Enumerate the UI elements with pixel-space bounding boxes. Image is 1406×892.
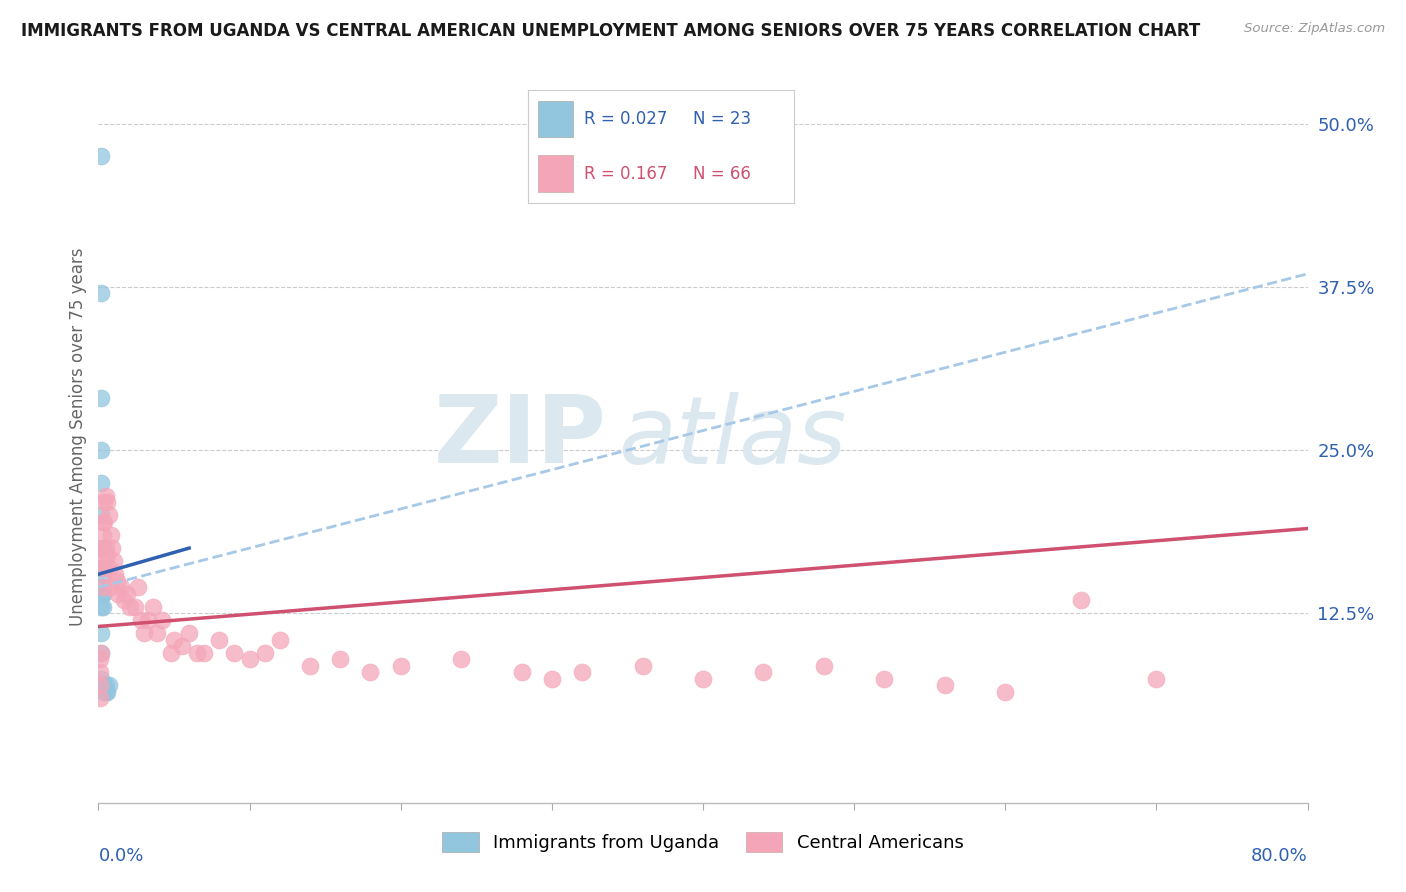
Point <box>120 599 142 614</box>
Point <box>132 626 155 640</box>
Point <box>91 678 114 692</box>
Legend: Immigrants from Uganda, Central Americans: Immigrants from Uganda, Central American… <box>436 824 970 860</box>
Point <box>103 554 125 568</box>
Point <box>91 541 114 555</box>
Point <box>170 639 193 653</box>
Point <box>934 678 956 692</box>
Point <box>91 599 114 614</box>
Point <box>98 678 121 692</box>
Point <box>129 613 152 627</box>
Point <box>90 443 112 458</box>
Point <box>93 515 115 529</box>
Point <box>269 632 291 647</box>
Point <box>89 665 111 680</box>
Point <box>90 286 112 301</box>
Y-axis label: Unemployment Among Seniors over 75 years: Unemployment Among Seniors over 75 years <box>69 248 87 626</box>
Point <box>107 587 129 601</box>
Point <box>142 599 165 614</box>
Text: ZIP: ZIP <box>433 391 606 483</box>
Point <box>115 587 138 601</box>
Point <box>90 560 112 574</box>
Point <box>631 658 654 673</box>
Point <box>389 658 412 673</box>
Point <box>93 495 115 509</box>
Point <box>93 685 115 699</box>
Point <box>91 580 114 594</box>
Point <box>239 652 262 666</box>
Point <box>813 658 835 673</box>
Point <box>90 599 112 614</box>
Point <box>90 475 112 490</box>
Point <box>360 665 382 680</box>
Point <box>208 632 231 647</box>
Point <box>873 672 896 686</box>
Point <box>1070 593 1092 607</box>
Point <box>96 548 118 562</box>
Point <box>91 567 114 582</box>
Text: IMMIGRANTS FROM UGANDA VS CENTRAL AMERICAN UNEMPLOYMENT AMONG SENIORS OVER 75 YE: IMMIGRANTS FROM UGANDA VS CENTRAL AMERIC… <box>21 22 1201 40</box>
Point <box>90 646 112 660</box>
Point <box>90 646 112 660</box>
Point <box>299 658 322 673</box>
Point <box>96 495 118 509</box>
Point <box>98 508 121 523</box>
Text: 80.0%: 80.0% <box>1251 847 1308 864</box>
Point <box>752 665 775 680</box>
Point <box>98 560 121 574</box>
Point <box>101 541 124 555</box>
Point <box>94 678 117 692</box>
Point <box>179 626 201 640</box>
Point <box>329 652 352 666</box>
Point <box>253 646 276 660</box>
Point <box>571 665 593 680</box>
Point <box>94 489 117 503</box>
Point <box>91 528 114 542</box>
Point <box>93 554 115 568</box>
Point <box>94 541 117 555</box>
Point <box>160 646 183 660</box>
Point <box>90 149 112 163</box>
Point <box>1144 672 1167 686</box>
Point <box>89 678 111 692</box>
Point <box>124 599 146 614</box>
Point <box>94 685 117 699</box>
Point <box>104 567 127 582</box>
Point <box>193 646 215 660</box>
Point <box>136 613 159 627</box>
Point <box>96 685 118 699</box>
Point <box>90 541 112 555</box>
Point <box>110 580 132 594</box>
Text: Source: ZipAtlas.com: Source: ZipAtlas.com <box>1244 22 1385 36</box>
Point <box>89 652 111 666</box>
Point <box>224 646 246 660</box>
Point <box>90 391 112 405</box>
Point <box>112 593 135 607</box>
Point <box>91 587 114 601</box>
Point <box>150 613 173 627</box>
Point <box>90 508 112 523</box>
Text: atlas: atlas <box>619 392 846 483</box>
Point <box>91 515 114 529</box>
Point <box>90 672 112 686</box>
Point <box>91 560 114 574</box>
Point <box>90 580 112 594</box>
Point <box>186 646 208 660</box>
Point <box>450 652 472 666</box>
Point <box>89 691 111 706</box>
Point <box>127 580 149 594</box>
Point <box>163 632 186 647</box>
Point <box>994 685 1017 699</box>
Text: 0.0%: 0.0% <box>98 847 143 864</box>
Point <box>146 626 169 640</box>
Point <box>510 665 533 680</box>
Point <box>692 672 714 686</box>
Point <box>100 580 122 594</box>
Point <box>91 587 114 601</box>
Point <box>540 672 562 686</box>
Point <box>90 626 112 640</box>
Point <box>105 574 128 588</box>
Point <box>100 528 122 542</box>
